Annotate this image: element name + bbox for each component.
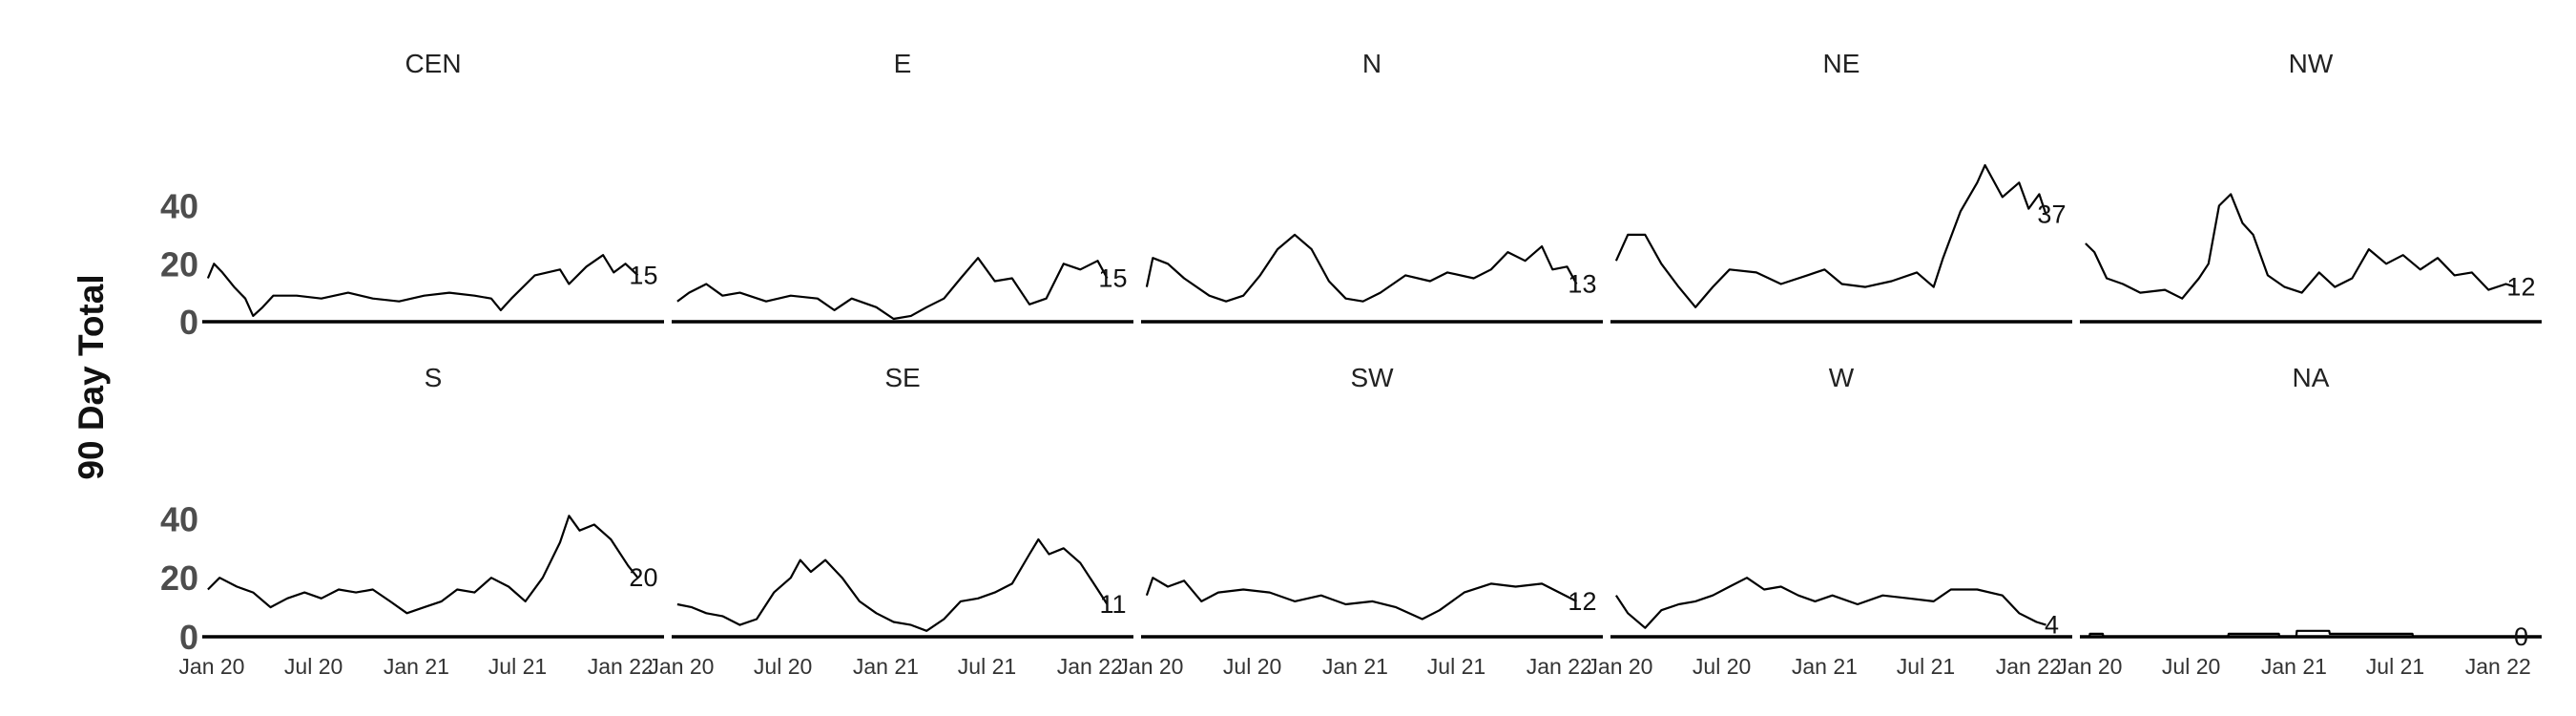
y-tick-label: 40 <box>160 187 198 226</box>
panel-title: SE <box>884 363 920 392</box>
x-tick-label: Jul 21 <box>2366 654 2424 679</box>
y-tick-label: 0 <box>179 303 198 342</box>
end-value-label: 0 <box>2514 622 2528 651</box>
panel-title: NW <box>2289 49 2334 78</box>
series-line <box>207 515 639 615</box>
y-axis-label: 90 Day Total <box>72 274 111 479</box>
facet-panel-w: W Jan 20 Jul 20 Jan 21 Jul 21 Jan 22 4 <box>1587 363 2072 679</box>
x-tick-label: Jul 20 <box>284 654 343 679</box>
x-tick-label: Jan 20 <box>648 654 714 679</box>
x-tick-label: Jan 22 <box>588 654 654 679</box>
series-line <box>1614 577 2046 629</box>
panel-title: NE <box>1823 49 1860 78</box>
x-tick-label: Jan 21 <box>853 654 919 679</box>
series-line <box>676 537 1109 632</box>
series-line <box>2085 629 2516 639</box>
facet-panel-na: NA Jan 20 Jul 20 Jan 21 Jul 21 Jan 22 0 <box>2056 363 2542 679</box>
y-tick-label: 20 <box>160 558 198 598</box>
series-line <box>1145 233 1578 303</box>
x-tick-label: Jan 22 <box>1527 654 1592 679</box>
panel-title: NA <box>2293 363 2330 392</box>
x-tick-label: Jan 20 <box>178 654 244 679</box>
end-value-label: 11 <box>1099 590 1126 619</box>
x-tick-label: Jan 21 <box>2261 654 2327 679</box>
x-tick-label: Jan 21 <box>384 654 449 679</box>
facet-panel-e: E 15 <box>672 49 1133 324</box>
panel-title: SW <box>1350 363 1394 392</box>
x-tick-label: Jan 20 <box>1117 654 1183 679</box>
end-value-label: 37 <box>2037 200 2066 229</box>
series-line <box>2085 193 2516 300</box>
y-tick-label: 40 <box>160 499 198 538</box>
x-tick-label: Jan 21 <box>1322 654 1388 679</box>
end-value-label: 20 <box>629 563 657 592</box>
x-tick-label: Jul 21 <box>488 654 547 679</box>
end-value-label: 15 <box>1098 263 1127 292</box>
facet-panel-ne: NE 37 <box>1610 49 2072 324</box>
x-tick-label: Jul 20 <box>2162 654 2220 679</box>
end-value-label: 12 <box>1568 587 1596 616</box>
end-value-label: 12 <box>2506 273 2535 302</box>
facet-panel-n: N 13 <box>1141 49 1603 324</box>
series-line <box>1145 577 1578 621</box>
y-tick-label: 0 <box>179 618 198 657</box>
x-tick-label: Jan 20 <box>1587 654 1652 679</box>
end-value-label: 4 <box>2045 611 2059 640</box>
panel-title: W <box>1829 363 1855 392</box>
x-tick-label: Jan 22 <box>1996 654 2062 679</box>
x-tick-label: Jul 21 <box>958 654 1016 679</box>
x-tick-label: Jul 21 <box>1427 654 1485 679</box>
x-tick-label: Jan 21 <box>1792 654 1858 679</box>
x-tick-label: Jan 22 <box>2465 654 2531 679</box>
series-line <box>676 257 1109 321</box>
facet-panel-cen: CEN 0 20 40 15 <box>160 49 664 342</box>
panel-title: N <box>1362 49 1381 78</box>
end-value-label: 15 <box>629 261 657 289</box>
x-tick-label: Jul 20 <box>754 654 812 679</box>
facet-panel-s: S 0 20 40 Jan 20 Jul 20 Jan 21 Jul 21 Jan 22 20 <box>160 363 664 679</box>
x-tick-label: Jan 20 <box>2056 654 2122 679</box>
facet-panel-nw: NW 12 <box>2080 49 2542 324</box>
facet-panel-sw: SW Jan 20 Jul 20 Jan 21 Jul 21 Jan 22 12 <box>1117 363 1603 679</box>
panel-title: CEN <box>405 49 461 78</box>
series-line <box>206 254 639 317</box>
x-tick-label: Jul 20 <box>1223 654 1281 679</box>
panel-title: S <box>425 363 443 392</box>
facet-panel-se: SE Jan 20 Jul 20 Jan 21 Jul 21 Jan 22 11 <box>648 363 1133 679</box>
panel-title: E <box>894 49 912 78</box>
y-tick-label: 20 <box>160 244 198 284</box>
series-line <box>1614 163 2047 308</box>
x-tick-label: Jul 21 <box>1897 654 1955 679</box>
end-value-label: 13 <box>1568 270 1596 299</box>
x-tick-label: Jul 20 <box>1693 654 1751 679</box>
x-tick-label: Jan 22 <box>1057 654 1123 679</box>
